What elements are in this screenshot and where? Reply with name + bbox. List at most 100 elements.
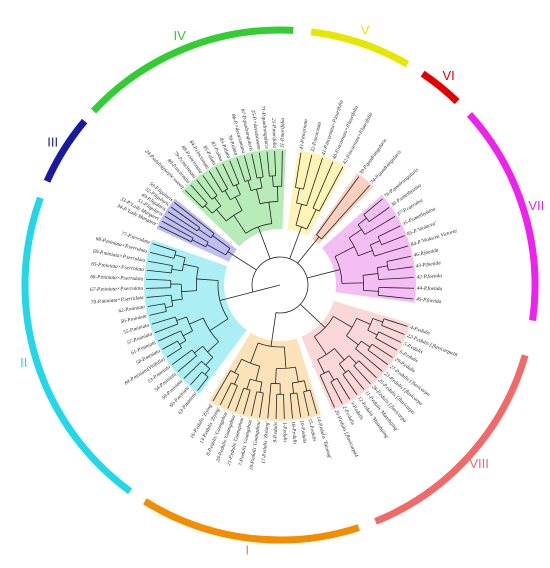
branch	[318, 197, 327, 212]
branch	[171, 298, 183, 302]
branch	[364, 228, 375, 235]
branch	[241, 358, 260, 367]
branch	[181, 290, 197, 293]
branch	[324, 384, 335, 408]
branch	[201, 360, 211, 370]
branch	[163, 271, 172, 274]
branch	[146, 278, 164, 281]
branch	[171, 354, 187, 365]
branch	[247, 180, 252, 191]
branch	[348, 355, 357, 364]
branch	[297, 400, 302, 418]
branch	[205, 357, 214, 366]
branch	[219, 389, 229, 406]
leaf-label: 46-P.foetida	[413, 246, 439, 258]
branch	[194, 234, 209, 243]
branch	[363, 365, 377, 379]
branch	[177, 360, 192, 373]
branch	[353, 360, 360, 366]
branch	[336, 378, 342, 385]
branch	[361, 340, 371, 348]
branch	[304, 398, 310, 416]
branch	[381, 341, 398, 351]
branch	[374, 207, 390, 218]
branch	[348, 229, 362, 239]
branch	[377, 265, 388, 269]
branch	[250, 378, 263, 383]
branch	[202, 317, 219, 343]
branch	[330, 377, 338, 383]
branch	[303, 380, 308, 392]
branch	[338, 363, 346, 373]
branch	[256, 176, 264, 179]
branch	[353, 365, 360, 372]
branch	[378, 278, 390, 280]
branch	[319, 370, 329, 376]
branch	[390, 320, 408, 327]
branch	[251, 256, 309, 314]
branch	[198, 228, 212, 239]
branch	[185, 349, 193, 355]
branch	[289, 393, 292, 402]
branch	[306, 209, 317, 230]
clade-ring	[420, 70, 460, 105]
branch	[303, 178, 307, 190]
branch	[368, 217, 376, 223]
branch	[325, 166, 344, 199]
branch	[229, 160, 237, 177]
branch	[196, 179, 208, 194]
branch	[208, 170, 219, 187]
branch	[255, 170, 258, 179]
branch	[333, 316, 353, 328]
branch	[149, 312, 162, 316]
branch	[174, 254, 186, 259]
leaf-label: 1-P.edulis	[281, 422, 288, 443]
branch	[314, 336, 327, 355]
branch	[235, 184, 241, 195]
branch	[250, 342, 259, 364]
branch	[346, 335, 359, 346]
leaf-label: 43-P.foetida	[415, 259, 441, 269]
branch	[154, 326, 172, 334]
branch	[148, 260, 166, 265]
branch	[369, 198, 383, 211]
branch	[321, 222, 337, 240]
branch	[163, 294, 172, 297]
branch	[254, 391, 258, 400]
branch	[259, 400, 263, 418]
branch	[149, 251, 167, 257]
branch	[367, 329, 378, 336]
branch	[202, 197, 208, 204]
clade-label: III	[47, 134, 58, 149]
branches	[146, 151, 414, 419]
branch	[196, 360, 202, 367]
branch	[177, 347, 182, 351]
branch	[295, 187, 304, 190]
branch	[201, 371, 209, 378]
branch	[334, 348, 345, 361]
branch	[201, 223, 215, 234]
branch	[389, 287, 414, 289]
branch	[173, 330, 181, 335]
branch	[292, 380, 305, 384]
leaf-label: 70-P.miniata×P.serrulata	[91, 295, 145, 306]
leaf-label: 9-P.edulis	[273, 422, 280, 443]
branch	[386, 261, 389, 271]
branch	[233, 374, 240, 385]
leaf-label: 31-P.morifolia	[279, 118, 287, 149]
branch	[235, 394, 242, 412]
branch	[168, 316, 176, 320]
branch	[179, 340, 187, 345]
branch	[227, 251, 257, 271]
branch	[296, 152, 302, 178]
branch	[251, 398, 256, 417]
branch	[305, 154, 313, 179]
branch	[328, 370, 335, 381]
branch	[196, 278, 219, 281]
branch	[295, 204, 302, 226]
branch	[272, 175, 274, 187]
branch	[206, 244, 226, 256]
branch	[183, 366, 197, 379]
branch	[377, 233, 385, 238]
branch	[204, 376, 209, 382]
